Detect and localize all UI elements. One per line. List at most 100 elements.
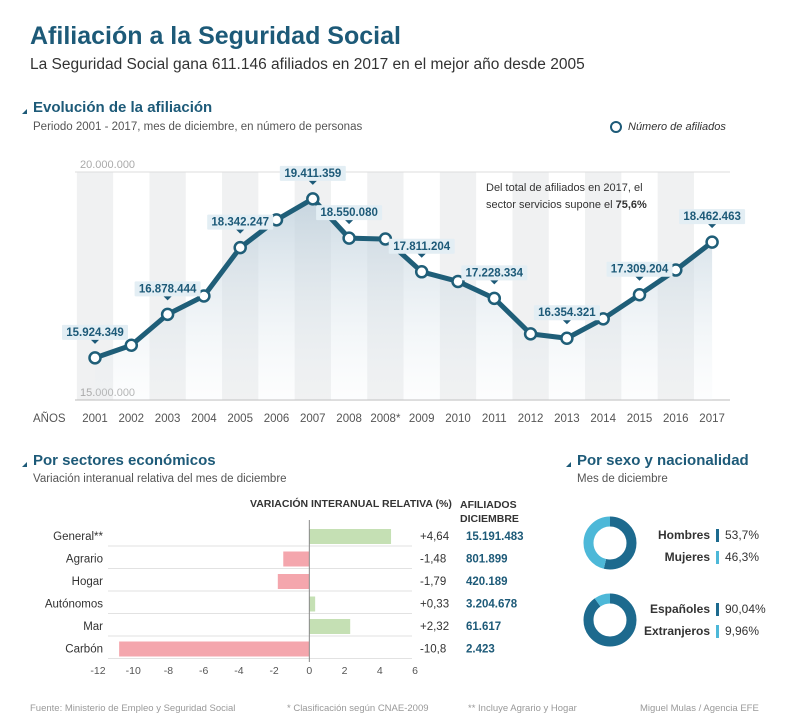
label-mujeres: Mujeres <box>664 550 710 564</box>
x-tick-label: -10 <box>126 665 141 677</box>
x-tick-label: 2013 <box>554 413 580 425</box>
data-label: 16.354.321 <box>538 307 596 319</box>
label-hombres: Hombres <box>657 528 710 542</box>
x-tick-label: 2001 <box>82 413 108 425</box>
category-label: Mar <box>83 621 103 633</box>
chart-note: Del total de afiliados en 2017, el secto… <box>486 180 666 214</box>
swatch-mujeres <box>716 550 719 564</box>
data-label-bg <box>679 209 746 225</box>
value-label: +4,64 <box>420 531 450 543</box>
sexo-title: Por sexo y nacionalidad <box>577 452 749 469</box>
data-point <box>560 331 574 345</box>
data-label: 18.550.080 <box>320 207 378 219</box>
data-label: 18.462.463 <box>683 211 741 223</box>
afiliados-value: 801.899 <box>466 554 508 566</box>
data-label-bg <box>279 165 346 181</box>
evolution-title: Evolución de la afiliación <box>33 99 213 116</box>
bar <box>119 641 310 657</box>
afiliados-value: 420.189 <box>466 576 508 588</box>
label-espanoles: Españoles <box>649 602 710 616</box>
category-label: Carbón <box>65 644 103 656</box>
legend-label: Número de afiliados <box>628 121 726 133</box>
data-point <box>342 231 356 245</box>
x-tick-label: 2005 <box>227 413 253 425</box>
data-point <box>160 307 175 322</box>
data-label: 19.411.359 <box>284 168 341 180</box>
data-label: 16.878.444 <box>139 283 197 295</box>
swatch-espanoles <box>716 602 719 616</box>
legend-dot-icon <box>610 121 622 133</box>
series-line <box>94 196 714 361</box>
data-point <box>233 240 247 255</box>
footer-source: Fuente: Ministerio de Empleo y Seguridad… <box>30 703 236 714</box>
x-tick-label: 2008* <box>370 413 401 425</box>
evolution-subtitle: Periodo 2001 - 2017, mes de diciembre, e… <box>33 121 363 133</box>
legend-row-hombres: Hombres 53,7% <box>630 528 759 542</box>
chart-legend: Número de afiliados <box>610 121 726 133</box>
data-label-pointer <box>562 320 571 325</box>
data-label-pointer <box>345 220 354 225</box>
data-label-bg <box>388 238 455 254</box>
note-text: Del total de afiliados en 2017, el secto… <box>486 182 643 211</box>
swatch-extranjeros <box>716 624 719 638</box>
sectors-subtitle: Variación interanual relativa del mes de… <box>33 473 287 485</box>
data-point <box>451 274 465 289</box>
value-label: +0,33 <box>420 599 449 611</box>
donut-slice <box>583 593 637 647</box>
x-tick-label: -6 <box>199 665 208 677</box>
x-tick-label: 2010 <box>445 413 471 425</box>
x-tick-label: 2007 <box>300 413 326 425</box>
section-marker-icon <box>566 462 571 467</box>
donut-slice <box>583 516 637 570</box>
category-label: Autónomos <box>45 599 103 611</box>
bar <box>309 529 392 544</box>
x-tick-label: 2003 <box>155 413 181 425</box>
area-fill <box>95 198 713 400</box>
data-label: 18.342.247 <box>211 217 269 229</box>
data-label-bg <box>207 214 274 230</box>
data-label: 17.811.204 <box>393 241 451 253</box>
value-label: -10,8 <box>420 644 446 656</box>
data-point <box>306 192 320 206</box>
x-tick-label: 2015 <box>627 413 653 425</box>
data-label-bg <box>533 305 600 321</box>
footer-note2: ** Incluye Agrario y Hogar <box>468 703 577 714</box>
data-label: 17.309.204 <box>611 264 669 276</box>
x-tick-label: 2006 <box>264 413 290 425</box>
data-label-bg <box>461 265 528 281</box>
legend-row-mujeres: Mujeres 46,3% <box>630 550 759 564</box>
value-hombres: 53,7% <box>725 528 760 542</box>
afiliados-header: AFILIADOS DICIEMBRE <box>460 499 519 525</box>
x-tick-label: 2008 <box>336 413 362 425</box>
data-label-bg <box>316 205 383 221</box>
x-tick-label: 6 <box>412 665 418 677</box>
x-tick-label: -12 <box>90 665 105 677</box>
x-tick-label: -4 <box>234 665 243 677</box>
line-chart: 20.000.00015.000.00015.924.34916.878.444… <box>33 159 746 425</box>
x-tick-label: 2 <box>342 665 348 677</box>
x-tick-label: 2017 <box>699 413 725 425</box>
category-label: General** <box>53 531 103 543</box>
data-label-pointer <box>236 229 245 234</box>
afiliados-value: 61.617 <box>466 621 501 633</box>
afiliados-value: 3.204.678 <box>466 599 518 611</box>
x-tick-label: 2011 <box>482 413 507 425</box>
value-label: -1,48 <box>420 554 446 566</box>
x-tick-label: -2 <box>269 665 278 677</box>
data-point <box>88 351 102 365</box>
data-label-pointer <box>635 276 644 281</box>
data-label-pointer <box>91 339 99 344</box>
data-label-pointer <box>308 180 317 185</box>
category-label: Hogar <box>72 576 103 588</box>
donut-charts <box>583 516 637 647</box>
data-point <box>487 291 502 306</box>
y-tick-label: 20.000.000 <box>80 159 135 171</box>
x-tick-label: 4 <box>377 665 383 677</box>
afiliados-value: 2.423 <box>466 644 495 656</box>
data-label: 17.228.334 <box>466 267 524 279</box>
data-label-pointer <box>490 280 499 285</box>
bar <box>309 596 316 612</box>
page-title: Afiliación a la Seguridad Social <box>30 22 401 50</box>
x-axis-title: AÑOS <box>33 412 66 425</box>
data-point <box>705 235 719 249</box>
